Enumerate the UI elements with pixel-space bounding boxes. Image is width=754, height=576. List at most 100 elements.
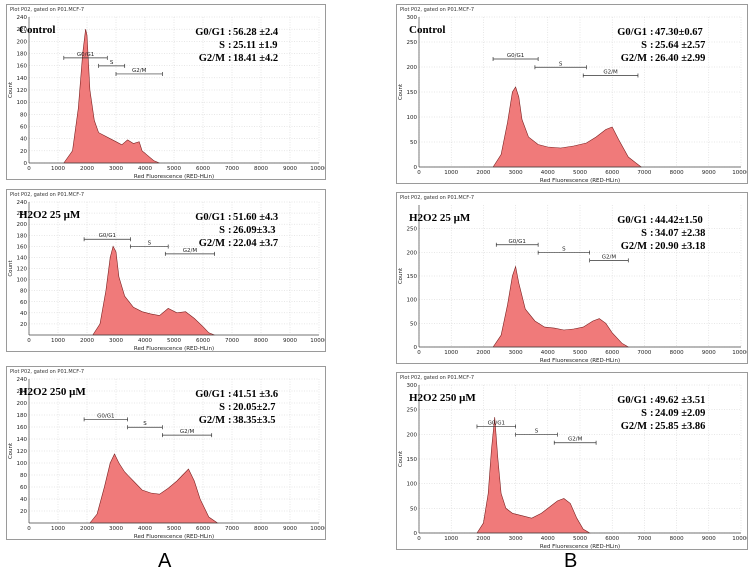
stat-colon: : <box>228 212 232 223</box>
x-tick-label: 1000 <box>444 536 458 542</box>
x-tick-label: 10000 <box>732 536 748 542</box>
panel-title: Plot P02, gated on P01.MCF-7 <box>400 195 474 201</box>
y-tick-label: 220 <box>17 389 28 395</box>
y-tick-label: 20 <box>20 509 27 515</box>
histogram-panel-b-h2o2-25: Plot P02, gated on P01.MCF-7 0 1000 2000 300… <box>396 192 748 364</box>
y-tick-label: 80 <box>20 112 27 118</box>
y-axis-label: Count <box>398 83 404 100</box>
x-tick-label: 7000 <box>637 170 651 176</box>
x-tick-label: 7000 <box>225 338 239 344</box>
y-tick-label: 250 <box>407 227 418 233</box>
stat-label-g0g1: G0/G1 <box>195 27 225 38</box>
gate-label: G2/M <box>180 429 195 435</box>
y-tick-label: 160 <box>17 425 28 431</box>
gate-label: S <box>562 247 566 253</box>
x-tick-label: 8000 <box>670 536 684 542</box>
gate-label: S <box>559 61 563 67</box>
x-tick-label: 1000 <box>444 170 458 176</box>
gate-label: S <box>148 241 152 247</box>
x-tick-label: 7000 <box>225 166 239 172</box>
histogram-panel-a-control: Plot P02, gated on P01.MCF-7 0 1000 2000 300… <box>6 4 326 180</box>
y-tick-label: 0 <box>414 165 418 171</box>
x-tick-label: 6000 <box>605 536 619 542</box>
histogram-svg: Plot P02, gated on P01.MCF-70 1000 2000 300… <box>8 7 325 179</box>
y-tick-label: 150 <box>407 90 418 96</box>
stat-colon: : <box>650 53 654 64</box>
y-tick-label: 140 <box>17 76 28 82</box>
y-tick-label: 240 <box>17 377 28 383</box>
x-tick-label: 1000 <box>51 526 65 532</box>
x-tick-label: 1000 <box>51 338 65 344</box>
stat-label-g2m: G2/M <box>621 421 647 432</box>
x-tick-label: 1000 <box>444 350 458 356</box>
histogram-panel-b-control: Plot P02, gated on P01.MCF-7 0 1000 2000 300… <box>396 4 748 184</box>
y-tick-label: 100 <box>407 298 418 304</box>
x-tick-label: 2000 <box>476 170 490 176</box>
stat-label-g2m: G2/M <box>199 415 225 426</box>
stat-colon: : <box>650 215 654 226</box>
stat-value: 56.28 ±2.4 <box>233 27 279 38</box>
stat-label-s: S <box>641 40 647 51</box>
x-tick-label: 5000 <box>573 170 587 176</box>
y-tick-label: 300 <box>407 383 418 389</box>
gate-label: G2/M <box>602 254 617 260</box>
y-tick-label: 100 <box>17 100 28 106</box>
stat-value: 20.90 ±3.18 <box>655 241 705 252</box>
histogram-area <box>63 29 160 164</box>
stat-value: 26.40 ±2.99 <box>655 53 705 64</box>
y-axis-label: Count <box>398 450 404 467</box>
y-tick-label: 140 <box>17 255 28 261</box>
condition-label: H2O2 25 μM <box>19 209 81 221</box>
gate-label: S <box>110 60 114 66</box>
stat-label-g0g1: G0/G1 <box>195 389 225 400</box>
stat-label-g2m: G2/M <box>621 241 647 252</box>
histogram-area <box>89 453 219 524</box>
condition-label: Control <box>19 24 55 36</box>
stat-colon: : <box>650 40 654 51</box>
x-tick-label: 9000 <box>702 170 716 176</box>
panel-title: Plot P02, gated on P01.MCF-7 <box>10 369 84 375</box>
stat-label-g0g1: G0/G1 <box>617 215 647 226</box>
histogram-svg: Plot P02, gated on P01.MCF-70 1000 2000 300… <box>398 7 747 183</box>
gate-label: G0/G1 <box>97 413 114 419</box>
y-axis-label: Count <box>8 81 14 98</box>
histogram-panel-a-h2o2-250: Plot P02, gated on P01.MCF-7 0 1000 2000 300… <box>6 366 326 540</box>
stat-label-s: S <box>641 228 647 239</box>
x-tick-label: 0 <box>27 338 31 344</box>
x-tick-label: 8000 <box>254 526 268 532</box>
stat-value: 25.11 ±1.9 <box>233 40 278 51</box>
y-tick-label: 200 <box>407 432 418 438</box>
gate-label: G0/G1 <box>507 53 524 59</box>
stat-label-s: S <box>641 408 647 419</box>
x-tick-label: 8000 <box>254 338 268 344</box>
stat-label-g2m: G2/M <box>199 238 225 249</box>
stat-colon: : <box>650 241 654 252</box>
stat-colon: : <box>650 421 654 432</box>
y-tick-label: 200 <box>407 250 418 256</box>
stat-value: 18.41 ±4.2 <box>233 53 278 64</box>
y-tick-label: 240 <box>17 200 28 206</box>
x-tick-label: 0 <box>417 170 421 176</box>
panel-title: Plot P02, gated on P01.MCF-7 <box>10 7 84 13</box>
x-tick-label: 2000 <box>80 526 94 532</box>
histogram-panel-a-h2o2-25: Plot P02, gated on P01.MCF-7 0 1000 2000 300… <box>6 189 326 352</box>
stat-colon: : <box>650 228 654 239</box>
y-tick-label: 80 <box>20 289 27 295</box>
y-tick-label: 180 <box>17 52 28 58</box>
figure-label-b: B <box>564 550 578 572</box>
y-tick-label: 60 <box>20 485 27 491</box>
y-tick-label: 0 <box>24 161 28 167</box>
stat-label-s: S <box>219 40 225 51</box>
y-tick-label: 50 <box>410 321 417 327</box>
stat-colon: : <box>228 40 232 51</box>
stat-value: 38.35±3.5 <box>233 415 276 426</box>
stat-label-g2m: G2/M <box>621 53 647 64</box>
x-tick-label: 3000 <box>509 536 523 542</box>
x-tick-label: 4000 <box>138 526 152 532</box>
stat-colon: : <box>228 27 232 38</box>
gate-label: G2/M <box>568 437 583 443</box>
stat-colon: : <box>228 415 232 426</box>
x-tick-label: 10000 <box>310 526 326 532</box>
y-tick-label: 120 <box>17 449 28 455</box>
y-tick-label: 0 <box>414 345 418 351</box>
